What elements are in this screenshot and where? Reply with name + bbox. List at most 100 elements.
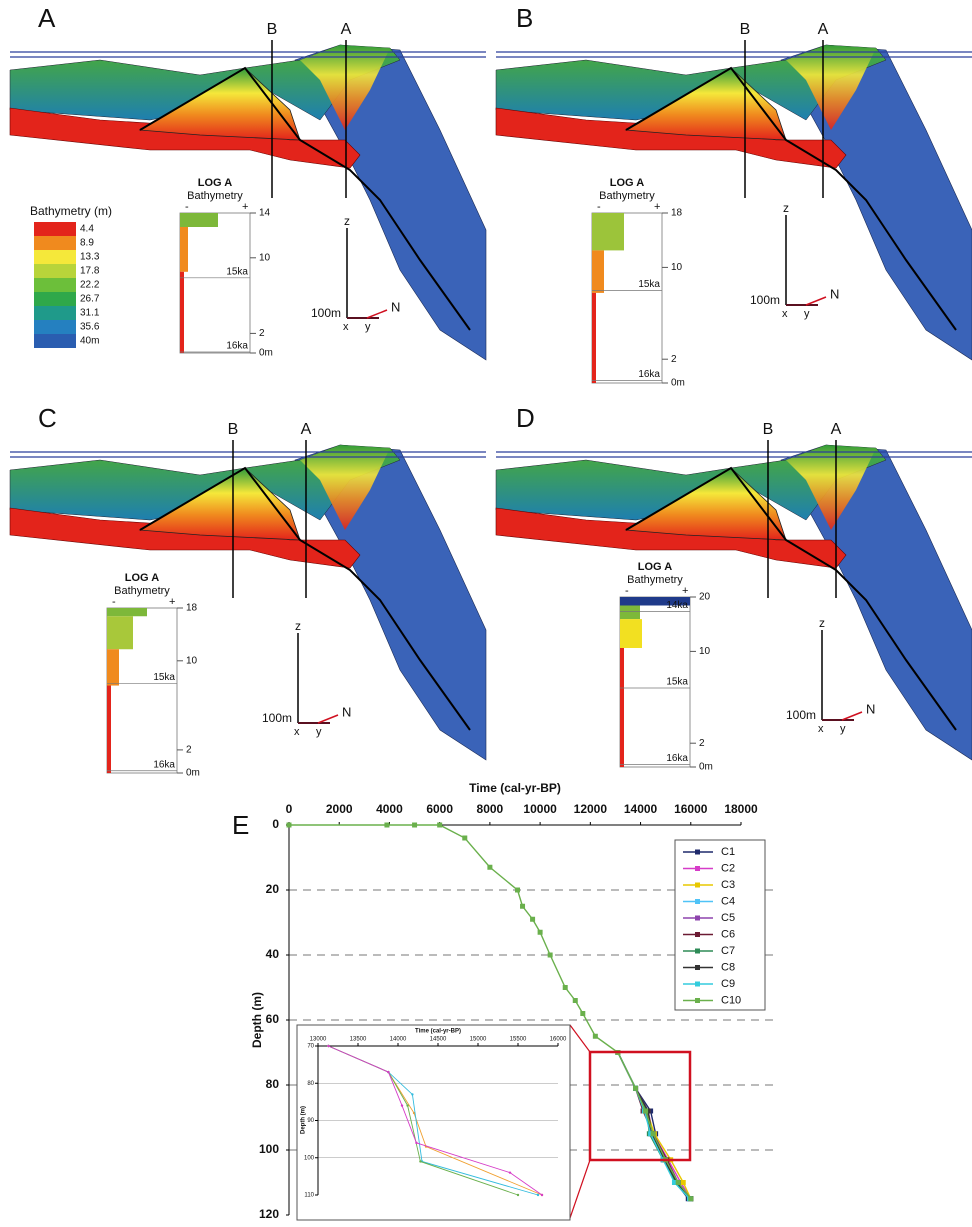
log-bar [592,250,604,293]
log-tick-label: 10 [699,646,711,657]
marker [487,864,493,870]
legend-label: C2 [721,862,735,874]
marker [400,1104,404,1107]
marker [675,1180,681,1185]
legend-label: 40m [80,336,99,347]
y-tick-label: 110 [304,1193,314,1199]
log-tick-label: 0m [671,378,685,389]
log-bar [107,649,119,686]
log-plus: + [169,596,175,608]
axis-x-label: x [782,308,788,320]
zoom-connector [569,1159,591,1219]
x-tick-label: 16000 [674,802,708,816]
x-tick-label: 2000 [326,802,353,816]
marker [516,1193,520,1197]
log-age-label: 16ka [153,759,175,770]
legend-label: 26.7 [80,294,100,305]
series-line [289,824,692,1200]
legend-label: C6 [721,928,735,940]
marker [327,1044,330,1048]
y-tick-label: 40 [266,947,280,961]
marker [462,835,468,841]
ridge-east [300,45,390,130]
log-tick-label: 20 [699,592,711,603]
marker [508,1171,512,1174]
axis-n [317,714,339,724]
legend-label: 31.1 [80,308,100,319]
log-minus: - [185,201,189,213]
section-label: A [831,421,842,438]
legend-marker [695,849,700,855]
y-tick-label: 100 [304,1155,315,1161]
log-tick-label: 18 [671,208,683,219]
legend-marker [695,866,700,871]
legend-swatch [34,320,76,334]
legend-marker [695,932,700,937]
legend-swatch [34,222,76,236]
axis-scale-label: 100m [786,708,816,722]
marker [678,1180,684,1185]
marker [650,1131,656,1137]
legend-label: C1 [721,846,735,858]
log-tick-label: 10 [671,262,683,273]
log-age-label: 15ka [666,677,688,688]
axis-x-label: x [294,726,300,738]
axis-z-label: z [783,201,789,215]
log-tick-label: 10 [186,655,198,666]
marker [437,822,443,828]
legend-marker [695,998,700,1003]
y-tick-label: 100 [259,1142,279,1156]
log-age-label: 14ka [666,600,688,611]
legend-marker [695,915,700,921]
log-tick-label: 2 [671,354,677,365]
log-minus: - [597,201,601,213]
legend-title: Bathymetry (m) [30,204,112,218]
y-tick-label: 80 [266,1077,280,1091]
panel-letter: B [516,3,533,33]
y-axis-title: Depth (m) [250,992,264,1048]
section-label: A [301,421,312,438]
log-plus: + [242,201,248,213]
log-bar [107,685,111,773]
log-tick-label: 2 [699,738,705,749]
legend-swatch [34,334,76,348]
log-frame [179,212,251,354]
marker [515,887,521,893]
legend-label: C4 [721,895,735,907]
marker [406,1104,409,1107]
marker [645,1108,651,1114]
legend-marker [695,948,700,954]
log-subtitle: Bathymetry [114,585,170,597]
x-tick-label: 16000 [550,1037,567,1043]
marker [419,1160,422,1163]
zoom-box [588,1050,692,1162]
marker [536,1193,540,1197]
axis-z-label: z [344,214,350,228]
legend-label: 4.4 [80,224,94,235]
axis-n-label: N [830,286,839,301]
legend-swatch [34,264,76,278]
y-axis-title: Depth (m) [301,1106,307,1134]
shadow [139,466,471,731]
x-tick-label: 12000 [574,802,608,816]
log-subtitle: Bathymetry [627,574,683,586]
log-minus: - [625,585,629,597]
log-age-label: 16ka [666,753,688,764]
log-bar [107,608,147,617]
x-tick-label: 0 [286,802,293,816]
axis-n [366,309,388,319]
axis-y-label: y [316,726,322,738]
marker [648,1131,654,1137]
legend-label: C9 [721,978,735,990]
x-tick-label: 15500 [510,1037,527,1043]
y-tick-label: 120 [259,1207,279,1221]
axis-y-label: y [804,308,810,320]
series-line [328,1045,543,1196]
x-axis-title: Time (cal-yr-BP) [469,781,561,795]
marker [580,1011,586,1016]
legend-label: C3 [721,879,735,891]
ridge-east [300,445,390,530]
x-tick-label: 14000 [390,1037,407,1043]
log-tick-label: 10 [259,252,271,263]
